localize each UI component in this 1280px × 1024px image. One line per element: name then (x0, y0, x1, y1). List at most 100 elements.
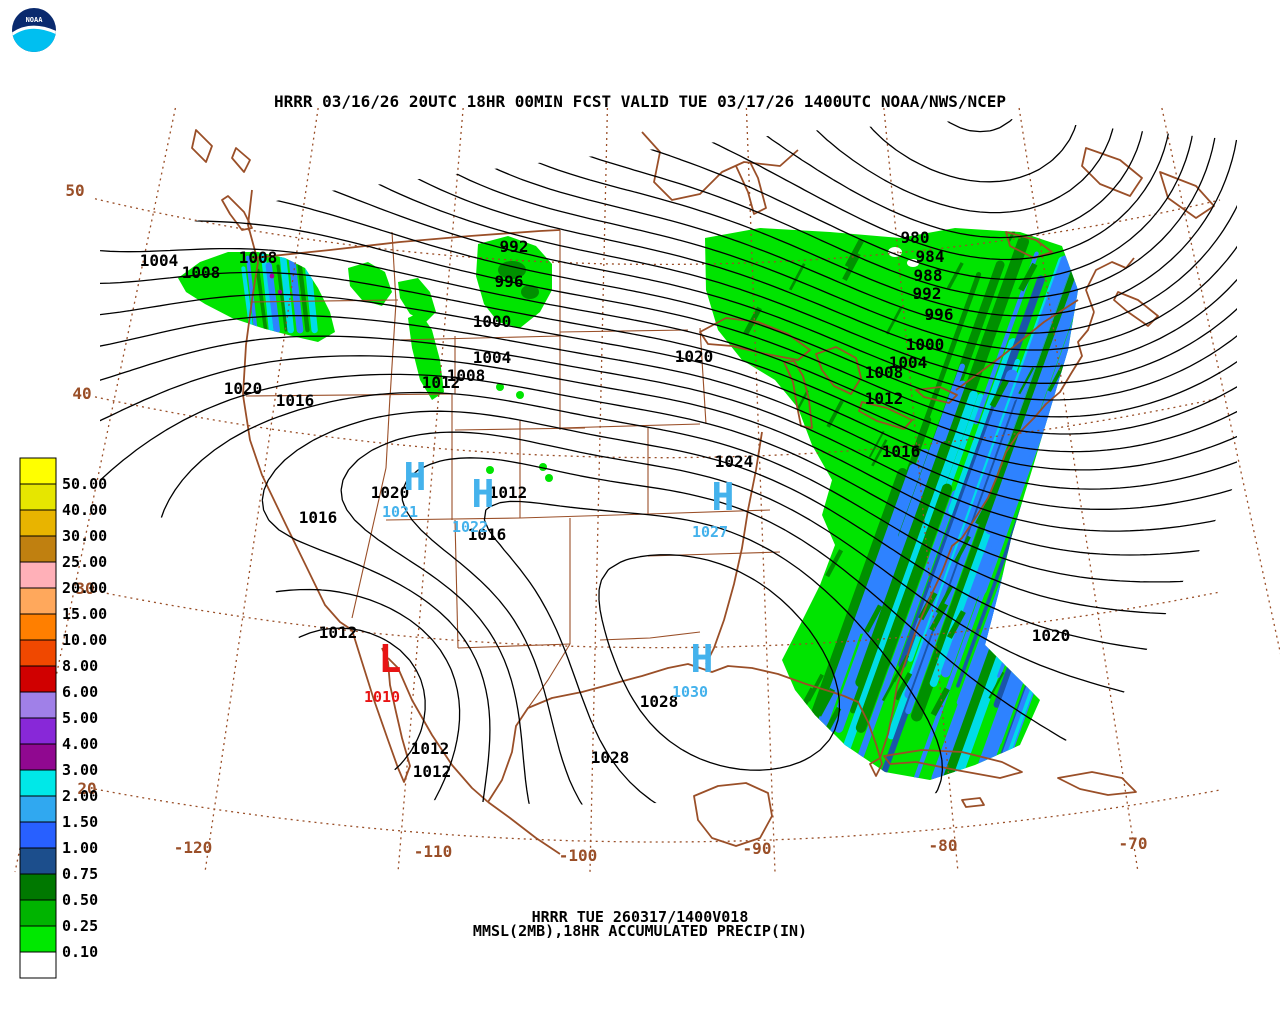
coastline (387, 657, 489, 803)
isobar-line (792, 118, 1117, 214)
noaa-logo-text: NOAA (26, 16, 44, 24)
precip-heavy-spot (521, 285, 539, 299)
state-border (647, 509, 771, 515)
lon-label: -70 (1119, 834, 1148, 853)
coastline (242, 189, 353, 631)
isobar-label: 984 (916, 247, 945, 266)
legend-swatch (19, 639, 57, 667)
state-border (245, 393, 453, 397)
state-border (527, 643, 571, 709)
coastline (1113, 291, 1159, 327)
state-border (251, 299, 399, 303)
precip-dot (545, 474, 553, 482)
legend-value: 0.50 (62, 891, 98, 909)
labels-layer: 9809849889929961000100410081012101610041… (65, 181, 1147, 865)
legend-value: 5.00 (62, 709, 98, 727)
isobar-label: 1024 (715, 452, 754, 471)
legend-value: 0.25 (62, 917, 98, 935)
lat-label: 30 (75, 579, 94, 598)
coastline (1081, 147, 1143, 197)
graticule-meridian (1018, 107, 1139, 873)
coastline (1159, 171, 1215, 219)
coastline (815, 346, 862, 395)
pressure-value: 1021 (382, 503, 418, 521)
legend-value: 3.00 (62, 761, 98, 779)
high-marker: H (472, 472, 495, 516)
coastline (858, 401, 913, 430)
legend-value: 20.00 (62, 579, 107, 597)
coastline (191, 129, 213, 163)
legend-swatch (19, 847, 57, 875)
state-border (391, 231, 397, 303)
isobar-line (598, 554, 841, 771)
coastline (487, 801, 561, 855)
legend: 50.00 40.00 30.00 25.00 20.00 15.00 10.00 8.00 6… (19, 457, 107, 979)
isobar-line (721, 118, 1147, 239)
isobar-line (626, 118, 1173, 261)
isobar-label: 1012 (422, 373, 461, 392)
coastline (955, 299, 1079, 391)
isobar-line (100, 355, 1237, 556)
coastline (896, 311, 1095, 687)
isobar-layer (100, 118, 1237, 805)
isobar-line (853, 118, 1081, 183)
legend-swatch (19, 587, 57, 615)
coastline (693, 782, 773, 847)
legend-swatch (19, 769, 57, 797)
legend-swatch (19, 795, 57, 823)
legend-value: 50.00 (62, 475, 107, 493)
isobar-line (100, 373, 1237, 798)
isobar-label: 1012 (319, 623, 358, 642)
legend-value: 0.10 (62, 943, 98, 961)
legend-swatch (19, 925, 57, 953)
high-marker: H (712, 475, 735, 519)
state-border (389, 301, 397, 399)
noaa-logo-bird-icon (12, 25, 56, 37)
isobar-label: 1008 (447, 366, 486, 385)
isobar-line (483, 500, 944, 805)
isobar-label: 1012 (865, 389, 904, 408)
geography-layer (191, 129, 1215, 855)
coastline (915, 386, 958, 404)
lon-label: -100 (559, 846, 598, 865)
coastline (641, 131, 799, 201)
pressure-value: 1022 (452, 518, 488, 536)
isobar-line (100, 271, 1237, 471)
lon-label: -120 (174, 838, 213, 857)
isobar-label: 1020 (1032, 626, 1071, 645)
legend-swatch (19, 561, 57, 589)
coastline (705, 431, 763, 665)
legend-swatch (19, 821, 57, 849)
isobar-line (100, 335, 1237, 532)
coastline (221, 195, 253, 231)
isobar-label: 996 (495, 272, 524, 291)
lat-label: 40 (72, 384, 91, 403)
coastline (251, 229, 561, 259)
state-border (385, 395, 391, 469)
coastline (735, 161, 767, 215)
coastline (351, 629, 411, 783)
state-border (599, 631, 701, 641)
isobar-label: 1016 (882, 442, 921, 461)
lat-label: 50 (65, 181, 84, 200)
precip-dot (486, 466, 494, 474)
lat-label: 20 (77, 779, 96, 798)
graticule-meridian (1161, 107, 1280, 655)
coastline (961, 797, 985, 808)
isobar-label: 1008 (239, 248, 278, 267)
pressure-value: 1027 (692, 523, 728, 541)
legend-value: 15.00 (62, 605, 107, 623)
coastline (1057, 771, 1137, 796)
legend-swatch (19, 509, 57, 537)
footer-model-line: HRRR TUE 260317/1400V018 (531, 908, 749, 926)
isobar-label: 1004 (889, 353, 928, 372)
legend-value: 0.75 (62, 865, 98, 883)
legend-swatch (19, 951, 57, 979)
precip-dot (496, 383, 504, 391)
legend-value: 2.00 (62, 787, 98, 805)
isobar-label: 1028 (591, 748, 630, 767)
isobar-label: 1012 (413, 762, 452, 781)
legend-value: 30.00 (62, 527, 107, 545)
